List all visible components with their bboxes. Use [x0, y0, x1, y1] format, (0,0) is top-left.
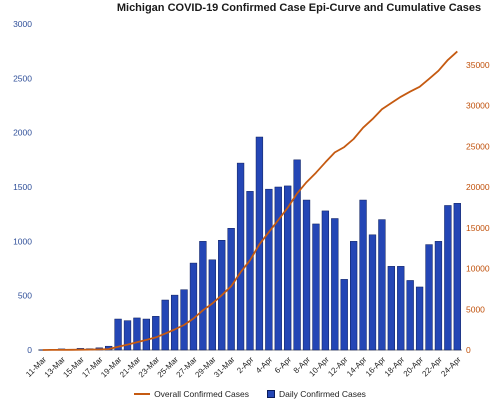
bar — [199, 241, 207, 351]
legend-item-bar: Daily Confirmed Cases — [267, 389, 366, 399]
y-left-tick-label: 2000 — [13, 128, 32, 138]
y-right-tick-label: 25000 — [466, 141, 490, 151]
bar — [378, 219, 386, 351]
y-right-tick-label: 20000 — [466, 182, 490, 192]
bar — [133, 317, 141, 351]
x-tick-label: 10-Apr — [307, 355, 331, 379]
line-layer — [42, 50, 458, 351]
bar — [415, 286, 424, 351]
bar — [387, 266, 395, 351]
y-left-tick-label: 1500 — [13, 182, 32, 192]
x-tick-label: 31-Mar — [212, 355, 237, 380]
legend-item-line: Overall Confirmed Cases — [134, 389, 249, 399]
bar — [284, 185, 292, 351]
bar — [453, 203, 461, 351]
bars-layer — [39, 136, 461, 351]
cumulative-line — [42, 50, 458, 351]
y-right-tick-label: 30000 — [466, 101, 490, 111]
y-right-tick-label: 15000 — [466, 223, 490, 233]
x-tick-label: 14-Apr — [345, 355, 369, 379]
bar — [189, 262, 198, 351]
x-tick-label: 20-Apr — [402, 355, 426, 379]
y-left-tick-label: 1000 — [13, 236, 32, 246]
bar — [161, 299, 169, 351]
bar — [170, 294, 179, 351]
bar — [350, 241, 358, 351]
bar — [114, 318, 122, 351]
y-right-tick-label: 5000 — [466, 304, 485, 314]
y-left-tick-label: 0 — [27, 345, 32, 355]
bar — [293, 159, 301, 351]
x-tick-label: 6-Apr — [273, 355, 293, 375]
bar — [331, 218, 339, 351]
x-tick-label: 2-Apr — [235, 355, 255, 375]
bar — [425, 244, 433, 351]
y-right-tick-label: 10000 — [466, 264, 490, 274]
y-left-tick-label: 2500 — [13, 73, 32, 83]
bar — [434, 241, 443, 351]
y-right-tick-label: 0 — [466, 345, 471, 355]
x-tick-label: 22-Apr — [420, 355, 444, 379]
bar — [397, 266, 405, 351]
x-tick-label: 12-Apr — [326, 355, 350, 379]
legend: Overall Confirmed Cases Daily Confirmed … — [0, 386, 500, 402]
x-tick-label: 16-Apr — [364, 355, 388, 379]
legend-line-label: Overall Confirmed Cases — [154, 389, 250, 399]
bar — [312, 223, 320, 351]
bar — [302, 199, 311, 351]
y-left-tick-label: 3000 — [13, 19, 32, 29]
bar — [236, 162, 245, 351]
bar — [340, 279, 348, 351]
bar — [265, 188, 273, 351]
y-left-tick-label: 500 — [18, 291, 32, 301]
bar — [152, 316, 160, 351]
bar — [359, 199, 367, 351]
chart-title: Michigan COVID-19 Confirmed Case Epi-Cur… — [116, 2, 482, 14]
bar — [406, 280, 414, 351]
bar — [444, 205, 452, 351]
legend-bar-swatch — [267, 390, 276, 398]
x-tick-label: 18-Apr — [383, 355, 407, 379]
x-tick-label: 24-Apr — [439, 355, 463, 379]
bar — [246, 191, 254, 351]
bar — [368, 234, 377, 351]
y-right-tick-label: 35000 — [466, 60, 490, 70]
bar — [321, 210, 330, 351]
bar — [180, 289, 188, 351]
legend-bar-label: Daily Confirmed Cases — [279, 389, 366, 399]
legend-line-swatch — [134, 393, 151, 395]
bar — [142, 318, 150, 351]
bar — [123, 320, 132, 351]
x-tick-label: 4-Apr — [254, 355, 274, 375]
bar — [274, 186, 282, 351]
